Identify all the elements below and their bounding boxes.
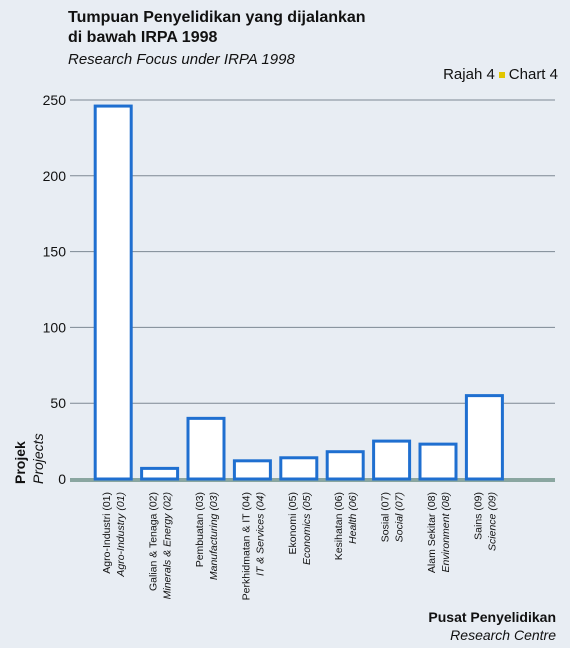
y-tick-label: 150 [43, 244, 67, 260]
chart-title-line2: di bawah IRPA 1998 [68, 29, 218, 46]
bar [325, 450, 365, 481]
x-tick-label-en: Manufacturing (03) [208, 492, 220, 580]
bar [279, 456, 319, 481]
x-tick-label-ms: Pembuatan (03) [194, 492, 206, 567]
x-tick-label-en: Environment (08) [440, 492, 452, 573]
chart-number-ms: Rajah 4 [443, 66, 495, 83]
bar [464, 394, 504, 481]
x-tick-label-en: IT & Services (04) [254, 492, 266, 576]
x-tick-label-ms: Perkhidmatan & IT (04) [240, 492, 252, 600]
y-axis-label-en: Projects [30, 433, 46, 484]
chart-number-label: Rajah 4 Chart 4 [443, 66, 558, 83]
bar [186, 416, 226, 481]
y-tick-label: 0 [58, 471, 66, 487]
chart-number-en: Chart 4 [508, 66, 558, 83]
x-tick-label-en: Health (06) [347, 492, 359, 544]
y-axis-label-ms: Projek [12, 441, 28, 484]
y-tick-label: 50 [50, 395, 66, 411]
x-axis-label-en: Research Centre [450, 627, 556, 643]
bar [93, 104, 133, 481]
x-tick-label-ms: Agro-Industri (01) [101, 492, 113, 574]
bar [140, 466, 180, 481]
x-tick-label-ms: Kesihatan (06) [333, 492, 345, 560]
bar [372, 439, 412, 481]
y-tick-label: 100 [43, 319, 67, 335]
x-axis-label-ms: Pusat Penyelidikan [428, 609, 556, 625]
x-tick-label-en: Social (07) [394, 492, 406, 542]
x-axis-label: Pusat Penyelidikan Research Centre [428, 608, 556, 644]
chart-title-line1: Tumpuan Penyelidikan yang dijalankan [68, 9, 366, 26]
x-tick-label-ms: Galian & Tenaga (02) [148, 492, 160, 591]
x-tick-label-ms: Sosial (07) [380, 492, 392, 542]
chart-title: Tumpuan Penyelidikan yang dijalankan di … [68, 8, 366, 48]
x-tick-label-en: Minerals & Energy (02) [162, 492, 174, 599]
x-tick-label-ms: Alam Sekitar (08) [426, 492, 438, 573]
x-tick-label-en: Agro-Industry (01) [115, 492, 127, 578]
x-tick-label-ms: Ekonomi (05) [287, 492, 299, 554]
chart-title-english: Research Focus under IRPA 1998 [68, 51, 295, 68]
y-tick-label: 200 [43, 168, 67, 184]
bar [418, 442, 458, 481]
x-tick-label-en: Economics (05) [301, 492, 313, 565]
separator-dot-icon [498, 72, 505, 79]
x-tick-label-en: Science (09) [486, 492, 498, 551]
bar [232, 459, 272, 481]
y-tick-label: 250 [43, 92, 67, 108]
x-tick-label-ms: Sains (09) [472, 492, 484, 540]
